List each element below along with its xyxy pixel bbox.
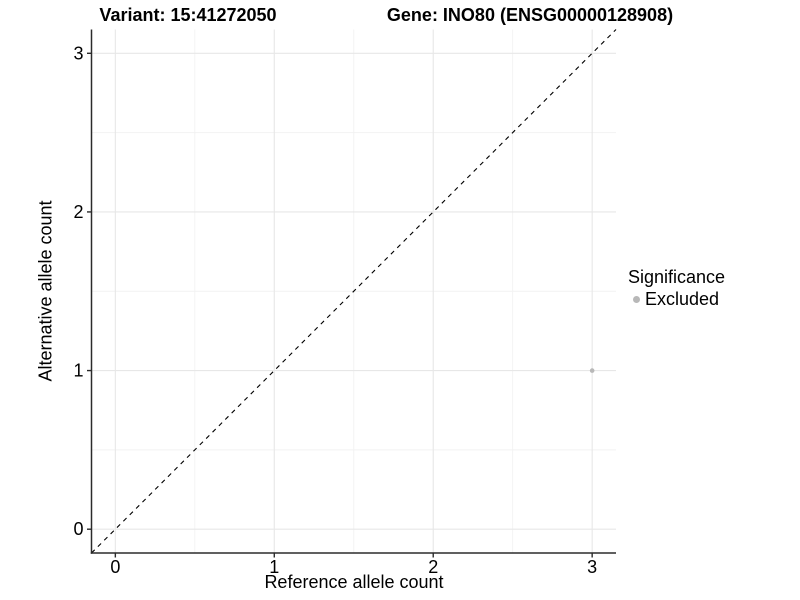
x-tick-label: 0 [110,557,120,577]
x-axis-title: Reference allele count [264,572,444,592]
data-point [589,368,595,373]
y-tick-label: 1 [73,361,83,381]
x-tick-label: 1 [269,557,279,577]
y-tick-label: 2 [73,202,83,222]
gene-title: Gene: INO80 (ENSG00000128908) [386,5,674,25]
legend: Significance Excluded [628,266,725,310]
variant-title: Variant: 15:41272050 [99,5,277,25]
legend-entry-excluded: Excluded [628,288,725,310]
x-tick-label: 2 [428,557,438,577]
y-axis-title: Alternative allele count [35,200,56,382]
y-tick-label: 3 [73,43,83,63]
x-tick-label: 3 [587,557,597,577]
legend-title: Significance [628,267,726,287]
legend-entry-label: Excluded [645,289,720,309]
identity-line [91,29,617,554]
excluded-point-icon [633,295,640,303]
y-tick-label: 0 [73,519,83,539]
